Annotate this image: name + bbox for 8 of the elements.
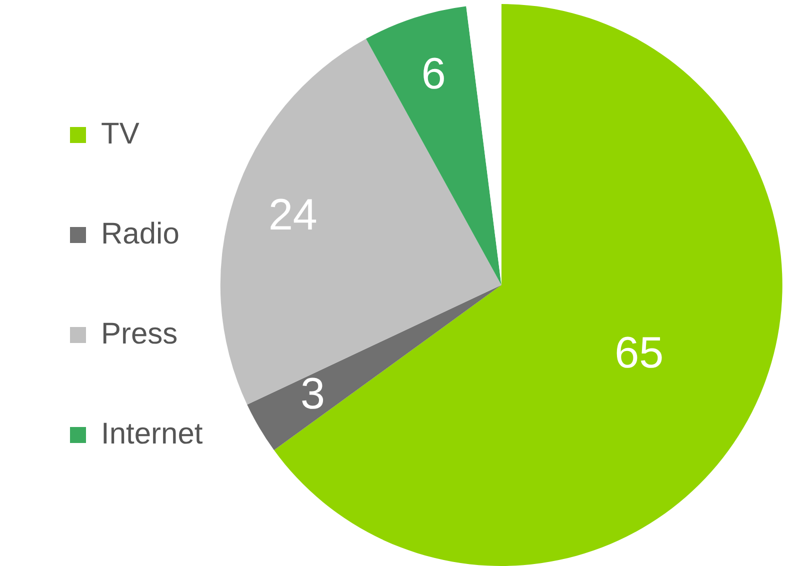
legend-label: Radio — [101, 217, 180, 250]
data-label: 24 — [268, 190, 318, 240]
legend-label: Internet — [101, 417, 204, 450]
data-label: 6 — [421, 50, 446, 99]
legend-label: Press — [101, 317, 178, 350]
data-label: 65 — [614, 328, 664, 378]
legend-label: TV — [101, 117, 140, 150]
data-label: 3 — [300, 370, 325, 419]
